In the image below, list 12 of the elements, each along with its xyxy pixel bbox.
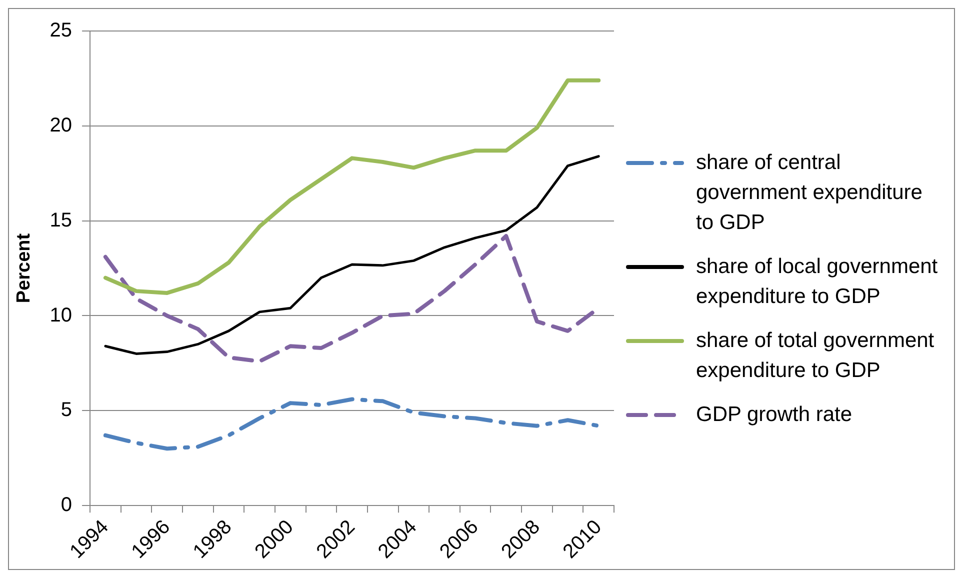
legend-label: share of local government expenditure to GDP: [696, 254, 939, 310]
y-tick-label: 20: [50, 114, 72, 136]
legend-label: share of central government expenditure to GDP: [696, 150, 924, 236]
legend-label: GDP growth rate: [696, 402, 852, 428]
legend-label: share of total government expenditure to GDP: [696, 328, 936, 384]
y-tick-label: 15: [50, 209, 72, 232]
y-tick-label: 0: [60, 494, 72, 516]
y-tick-label: 5: [60, 399, 72, 422]
y-tick-label: 10: [50, 304, 72, 326]
line-series: [103, 397, 601, 451]
y-tick-label: 25: [50, 20, 72, 42]
y-axis-title: Percent: [14, 232, 35, 304]
